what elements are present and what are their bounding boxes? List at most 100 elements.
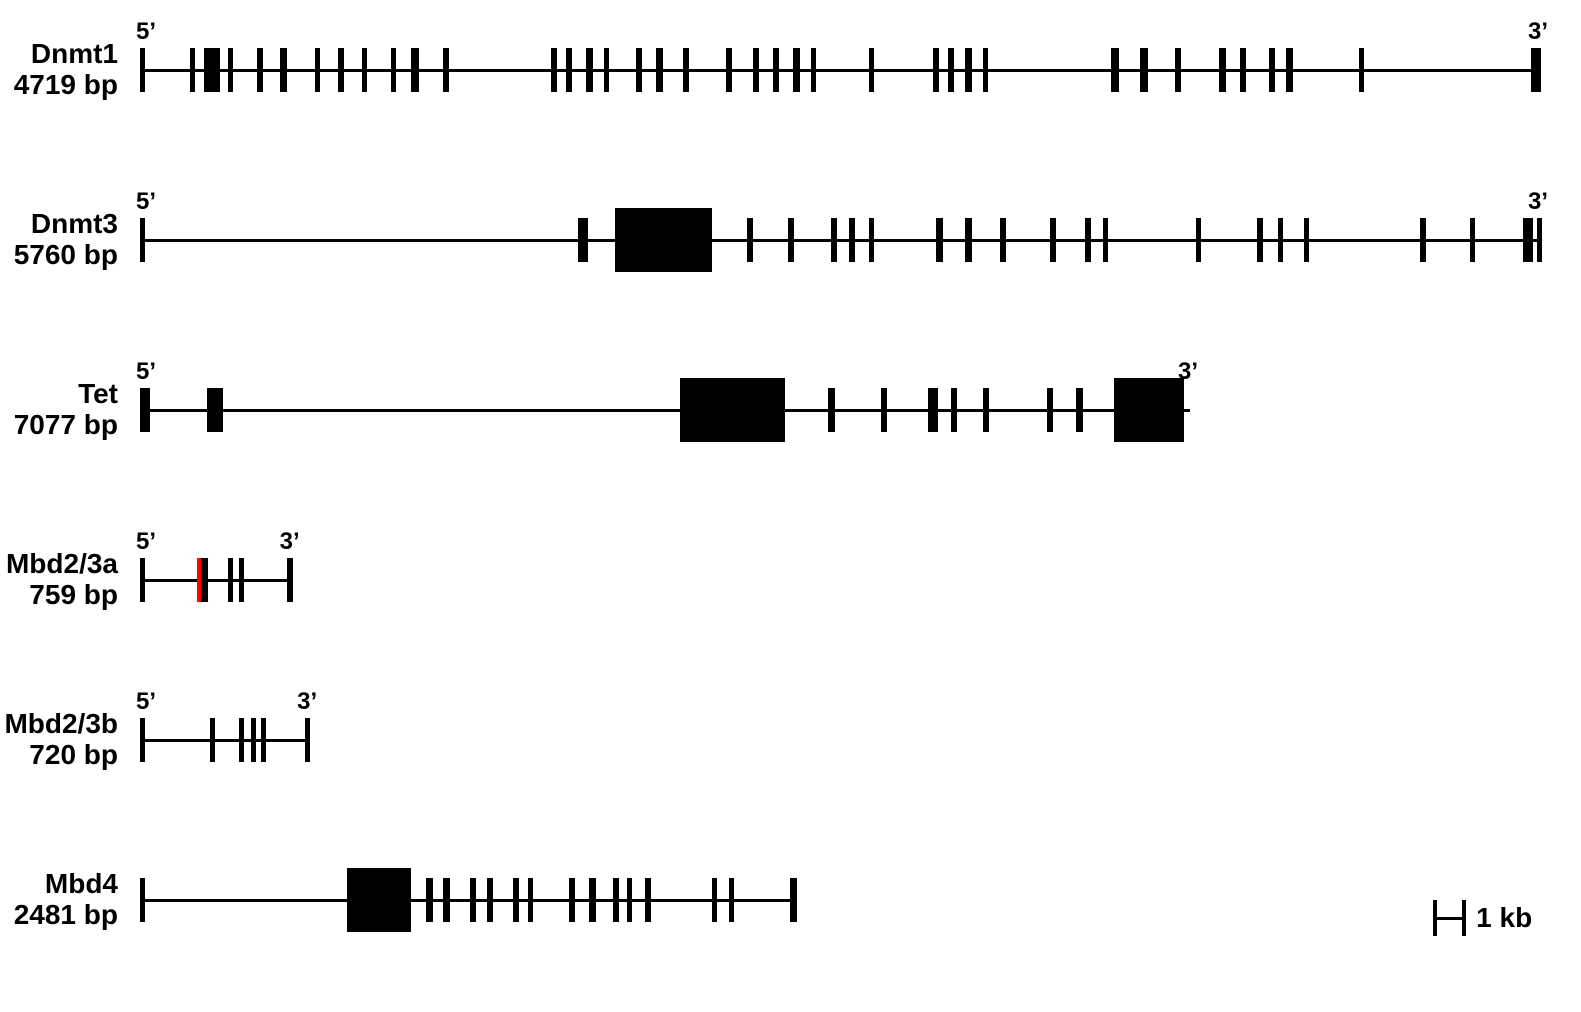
exon [811,48,816,92]
exon [239,718,244,762]
exon [965,48,971,92]
scale-bar-line [1435,917,1464,920]
gene-bp: 759 bp [6,580,118,611]
exon [1000,218,1005,262]
exon [257,48,263,92]
exon [983,48,988,92]
exon [849,218,855,262]
exon [578,218,588,262]
gene-label-mbd23a: Mbd2/3a759 bp [6,549,118,611]
exon [362,48,367,92]
gene-bp: 4719 bp [14,70,118,101]
exon [726,48,731,92]
exon [1286,48,1292,92]
exon [936,218,942,262]
exon [1537,218,1542,262]
exon [951,388,957,432]
exon [140,48,145,92]
exon [261,718,266,762]
exon [788,218,794,262]
exon [928,388,938,432]
three-prime-label: 3’ [280,528,300,556]
exon [948,48,954,92]
exon [1114,378,1184,442]
exon [1103,218,1108,262]
exon [315,48,320,92]
exon [513,878,518,922]
gene-label-tet: Tet7077 bp [14,379,118,441]
exon [656,48,662,92]
exon [443,878,449,922]
gene-name: Mbd4 [14,869,118,900]
exon [140,878,145,922]
exon [569,878,575,922]
exon [1050,218,1056,262]
gene-bp: 720 bp [4,740,118,771]
gene-label-mbd4: Mbd42481 bp [14,869,118,931]
gene-label-dnmt3: Dnmt35760 bp [14,209,118,271]
exon [1278,218,1283,262]
gene-name: Dnmt3 [14,209,118,240]
exon [140,558,145,602]
exon [680,378,785,442]
exon [1175,48,1180,92]
scale-bar-tick [1462,900,1466,936]
exon [280,48,287,92]
exon [140,718,145,762]
gene-name: Tet [14,379,118,410]
exon [287,558,292,602]
exon [753,48,759,92]
exon [443,48,448,92]
intron-line [140,579,292,582]
gene-name: Mbd2/3a [6,549,118,580]
scale-bar-tick [1433,900,1437,936]
intron-line [140,899,796,902]
exon [1076,388,1082,432]
exon [965,218,971,262]
exon [201,558,207,602]
exon [528,878,533,922]
three-prime-label: 3’ [1528,18,1548,46]
exon [869,218,874,262]
intron-line [140,69,1540,72]
exon [712,878,717,922]
exon [228,558,233,602]
exon [347,868,411,932]
exon [869,48,874,92]
exon [487,878,493,922]
exon [1240,48,1246,92]
five-prime-label: 5’ [136,18,156,46]
exon [645,878,651,922]
exon [831,218,836,262]
exon [1111,48,1118,92]
exon [983,388,989,432]
exon [586,48,592,92]
exon [615,208,711,272]
exon [1269,48,1275,92]
three-prime-label: 3’ [297,688,317,716]
exon [204,48,220,92]
intron-line [140,409,1190,412]
gene-name: Mbd2/3b [4,709,118,740]
exon [1470,218,1475,262]
exon [747,218,753,262]
gene-label-mbd23b: Mbd2/3b720 bp [4,709,118,771]
exon [426,878,433,922]
exon [1219,48,1225,92]
exon [790,878,796,922]
exon [305,718,310,762]
exon [604,48,609,92]
exon [1531,48,1540,92]
exon [207,388,223,432]
exon [391,48,396,92]
exon [239,558,244,602]
exon [190,48,195,92]
exon [1523,218,1533,262]
exon [613,878,619,922]
exon [627,878,632,922]
gene-structure-diagram: Dnmt14719 bp5’3’Dnmt35760 bp5’3’Tet7077 … [0,0,1581,1012]
exon [1196,218,1201,262]
gene-bp: 2481 bp [14,900,118,931]
exon [828,388,834,432]
exon [636,48,642,92]
